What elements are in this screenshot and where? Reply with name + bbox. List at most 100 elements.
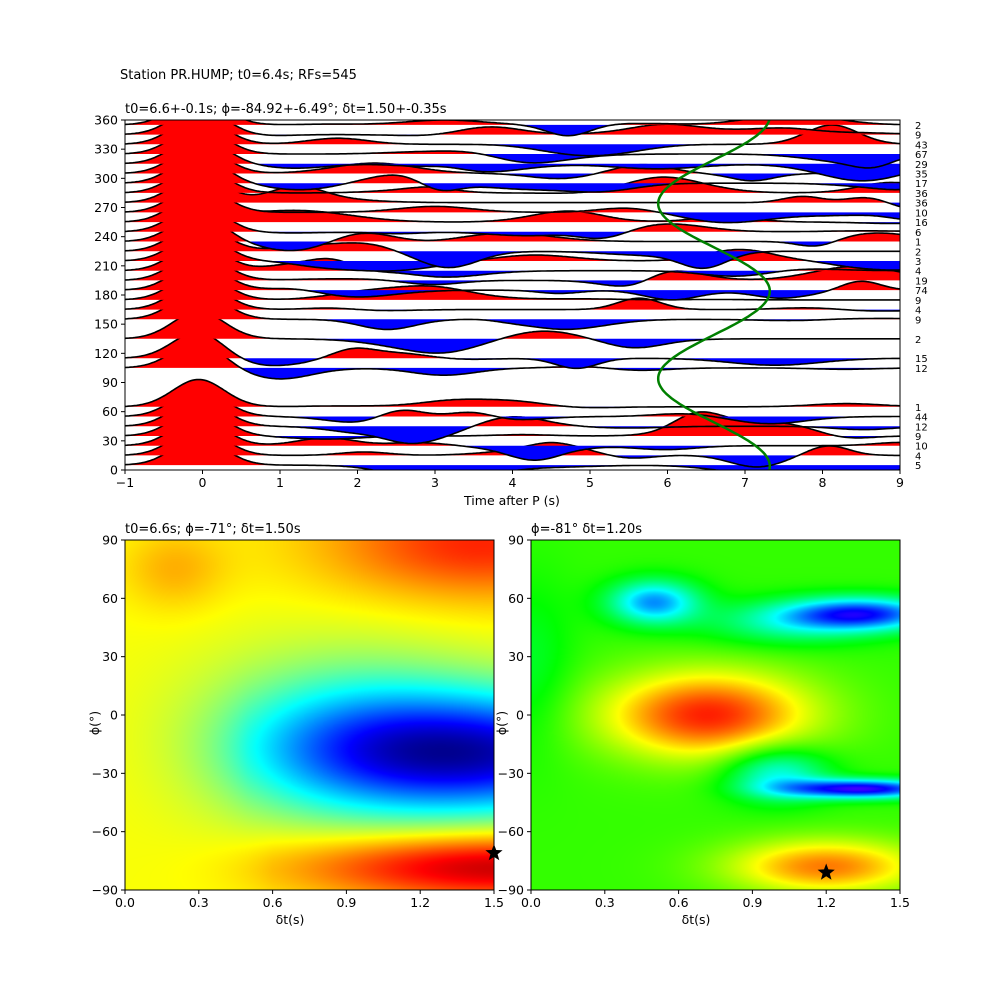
rf-negative-fill — [125, 134, 900, 136]
rf-negative-fill — [125, 319, 900, 330]
rf-count-label: 9 — [915, 131, 921, 142]
rf-count-label: 74 — [915, 286, 928, 297]
rf-trace-line — [125, 174, 900, 208]
rf-x-label: Time after P (s) — [463, 493, 560, 508]
rf-x-tick-label: −1 — [116, 475, 134, 490]
rf-count-label: 44 — [915, 413, 928, 424]
rf-y-axis: 0 30 60 90 120 150 180 210 240 270 300 330 360 — [94, 113, 125, 478]
rf-count-label: 43 — [915, 140, 928, 151]
rf-negative-fill — [125, 270, 900, 278]
rf-negative-fill — [125, 173, 900, 181]
misfit-right-y-tick-label: 30 — [508, 649, 524, 664]
rf-y-tick-label: 30 — [102, 433, 118, 448]
misfit-right-x-tick-label: 0.9 — [742, 895, 762, 910]
rf-stack-title: t0=6.6+-0.1s; ϕ=-84.92+-6.49°; δt=1.50+-… — [125, 102, 447, 117]
misfit-right-y-label: ϕ(°) — [494, 711, 509, 735]
misfit-left-x-tick-label: 0.0 — [115, 895, 135, 910]
rf-trace-line — [125, 417, 900, 461]
rf-y-tick-label: 360 — [94, 113, 118, 128]
misfit-right-x-axis: 0.0 0.3 0.6 0.9 1.2 1.5 — [521, 890, 910, 910]
rf-positive-fill — [125, 175, 900, 203]
misfit-left-x-tick-label: 0.3 — [189, 895, 209, 910]
misfit-right-x-label: δt(s) — [682, 912, 711, 927]
rf-count-labels: 5410912441121529497419432161610363617352… — [915, 121, 928, 472]
misfit-right-y-tick-label: −30 — [498, 766, 524, 781]
rf-trace-line — [125, 120, 900, 137]
rf-trace-line — [125, 145, 900, 182]
rf-trace-line — [125, 310, 900, 354]
rf-x-tick-label: 6 — [664, 475, 672, 490]
misfit-left-y-tick-label: 30 — [102, 649, 118, 664]
rf-count-label: 4 — [915, 306, 921, 317]
rf-negative-fill — [125, 290, 900, 300]
rf-trace-line — [125, 232, 900, 272]
rf-negative-fill — [125, 358, 900, 369]
rf-trace — [125, 378, 900, 409]
rf-trace-line — [125, 436, 900, 470]
rf-count-label: 9 — [915, 432, 921, 443]
rf-trace-line — [125, 261, 900, 301]
rf-x-tick-label: 5 — [586, 475, 594, 490]
rf-count-label: 36 — [915, 199, 928, 210]
rf-count-label: 36 — [915, 189, 928, 200]
rf-negative-fill — [125, 338, 900, 354]
rf-stack-panel: t0=6.6+-0.1s; ϕ=-84.92+-6.49°; δt=1.50+-… — [94, 102, 928, 508]
rf-negative-fill — [125, 241, 900, 251]
rf-trace-line — [125, 155, 900, 193]
rf-y-tick-label: 90 — [102, 375, 118, 390]
rf-trace — [125, 120, 900, 137]
rf-count-label: 2 — [915, 335, 921, 346]
misfit-right-panel: ϕ=-81° δt=1.20s 0.0 0.3 0.6 0.9 1.2 1.5 −90 −6… — [494, 522, 910, 927]
rf-y-tick-label: 270 — [94, 200, 118, 215]
rf-count-label: 10 — [915, 442, 928, 453]
rf-trace-line — [125, 281, 900, 312]
misfit-left-title: t0=6.6s; ϕ=-71°; δt=1.50s — [125, 522, 301, 537]
rf-y-tick-label: 60 — [102, 404, 118, 419]
misfit-right-title: ϕ=-81° δt=1.20s — [531, 522, 642, 537]
rf-count-label: 10 — [915, 208, 928, 219]
suptitle: Station PR.HUMP; t0=6.4s; RFs=545 — [120, 68, 357, 83]
rf-y-tick-label: 0 — [110, 463, 118, 478]
rf-trace — [125, 164, 900, 194]
misfit-left-y-tick-label: −30 — [92, 766, 118, 781]
rf-count-label: 16 — [915, 218, 928, 229]
rf-negative-fill — [125, 416, 900, 424]
misfit-right-y-axis: −90 −60 −30 0 30 60 90 — [498, 533, 531, 898]
misfit-left-x-tick-label: 1.2 — [410, 895, 430, 910]
rf-trace-line — [125, 291, 900, 331]
misfit-right-x-tick-label: 0.6 — [669, 895, 689, 910]
rf-positive-fill — [125, 192, 900, 223]
rf-count-label: 2 — [915, 121, 921, 132]
rf-trace-line — [125, 223, 900, 270]
rf-trace-line — [125, 203, 900, 240]
rf-negative-fill — [125, 183, 900, 192]
rf-trace-line — [125, 120, 900, 157]
rf-trace-line — [125, 120, 900, 137]
rf-trace-line — [125, 341, 900, 380]
rf-negative-fill — [125, 154, 900, 168]
rf-trace-line — [125, 252, 900, 287]
rf-trace-line — [125, 164, 900, 194]
rf-x-axis: −1 0 1 2 3 4 5 6 7 8 9 — [116, 470, 904, 490]
rf-negative-fill — [125, 222, 900, 224]
rf-negative-fill — [125, 251, 900, 269]
misfit-left-x-axis: 0.0 0.3 0.6 0.9 1.2 1.5 — [115, 890, 504, 910]
rf-count-label: 67 — [915, 150, 928, 161]
misfit-left-x-tick-label: 0.9 — [336, 895, 356, 910]
rf-traces — [125, 120, 900, 470]
misfit-right-y-tick-label: −90 — [498, 883, 524, 898]
misfit-left-y-tick-label: −60 — [92, 824, 118, 839]
model-curve — [656, 120, 772, 470]
rf-positive-fill — [125, 165, 900, 193]
misfit-left-x-label: δt(s) — [276, 912, 305, 927]
rf-trace-line — [125, 331, 900, 370]
misfit-left-y-tick-label: −90 — [92, 883, 118, 898]
misfit-left-heatmap — [125, 540, 494, 890]
rf-x-tick-label: 9 — [896, 475, 904, 490]
rf-count-label: 1 — [915, 238, 921, 249]
rf-positive-fill — [125, 379, 900, 407]
rf-trace-line — [125, 242, 900, 278]
rf-trace-line — [125, 125, 900, 169]
misfit-left-y-axis: −90 −60 −30 0 30 60 90 — [92, 533, 125, 898]
rf-trace-line — [125, 378, 900, 409]
